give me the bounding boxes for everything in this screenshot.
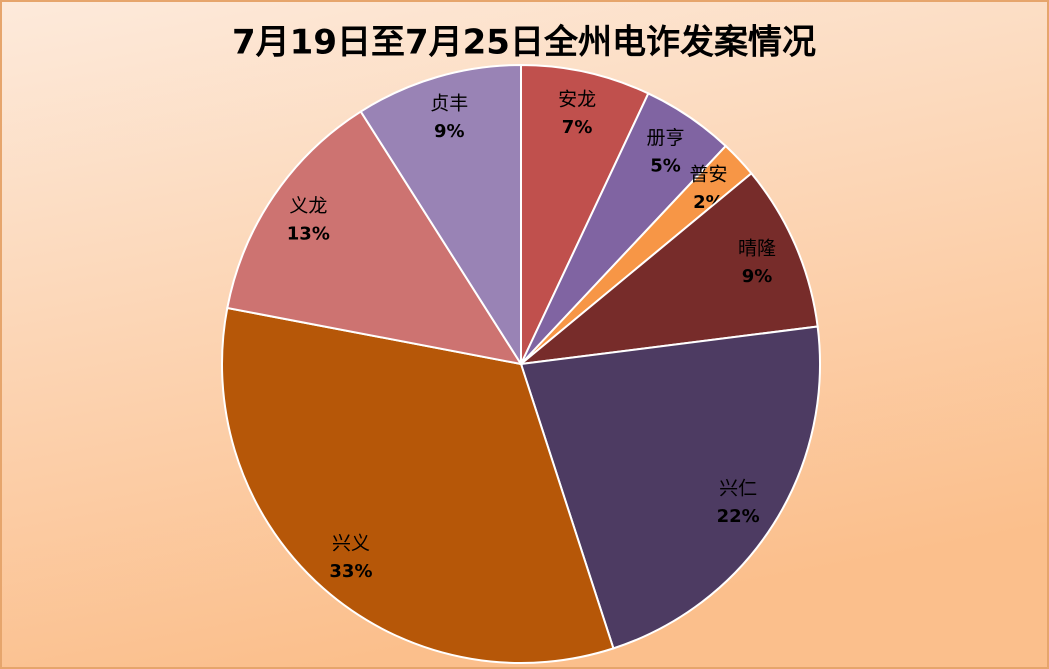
slice-value-label: 9% <box>434 121 465 142</box>
slice-value-label: 22% <box>717 506 760 527</box>
pie-slice <box>221 306 615 664</box>
pie-slice <box>517 172 819 366</box>
slice-label: 义龙 <box>289 195 327 217</box>
slice-label: 兴义 <box>332 532 370 554</box>
slice-label: 安龙 <box>558 89 596 111</box>
slice-value-label: 5% <box>650 155 681 176</box>
slice-value-label: 13% <box>287 223 330 244</box>
slice-label: 贞丰 <box>430 93 468 115</box>
slice-value-label: 7% <box>562 117 593 138</box>
pie-slice <box>519 325 821 650</box>
chart-title: 7月19日至7月25日全州电诈发案情况 <box>232 23 816 63</box>
slice-value-label: 33% <box>329 561 372 582</box>
slice-label: 晴隆 <box>738 237 776 259</box>
slice-label: 普安 <box>689 163 727 185</box>
slice-value-label: 9% <box>742 266 773 287</box>
pie-slice <box>520 63 650 365</box>
pie-slice <box>226 110 524 366</box>
slice-label: 兴仁 <box>719 477 757 499</box>
pie-slice <box>359 63 522 368</box>
slice-label: 册亨 <box>647 127 685 149</box>
